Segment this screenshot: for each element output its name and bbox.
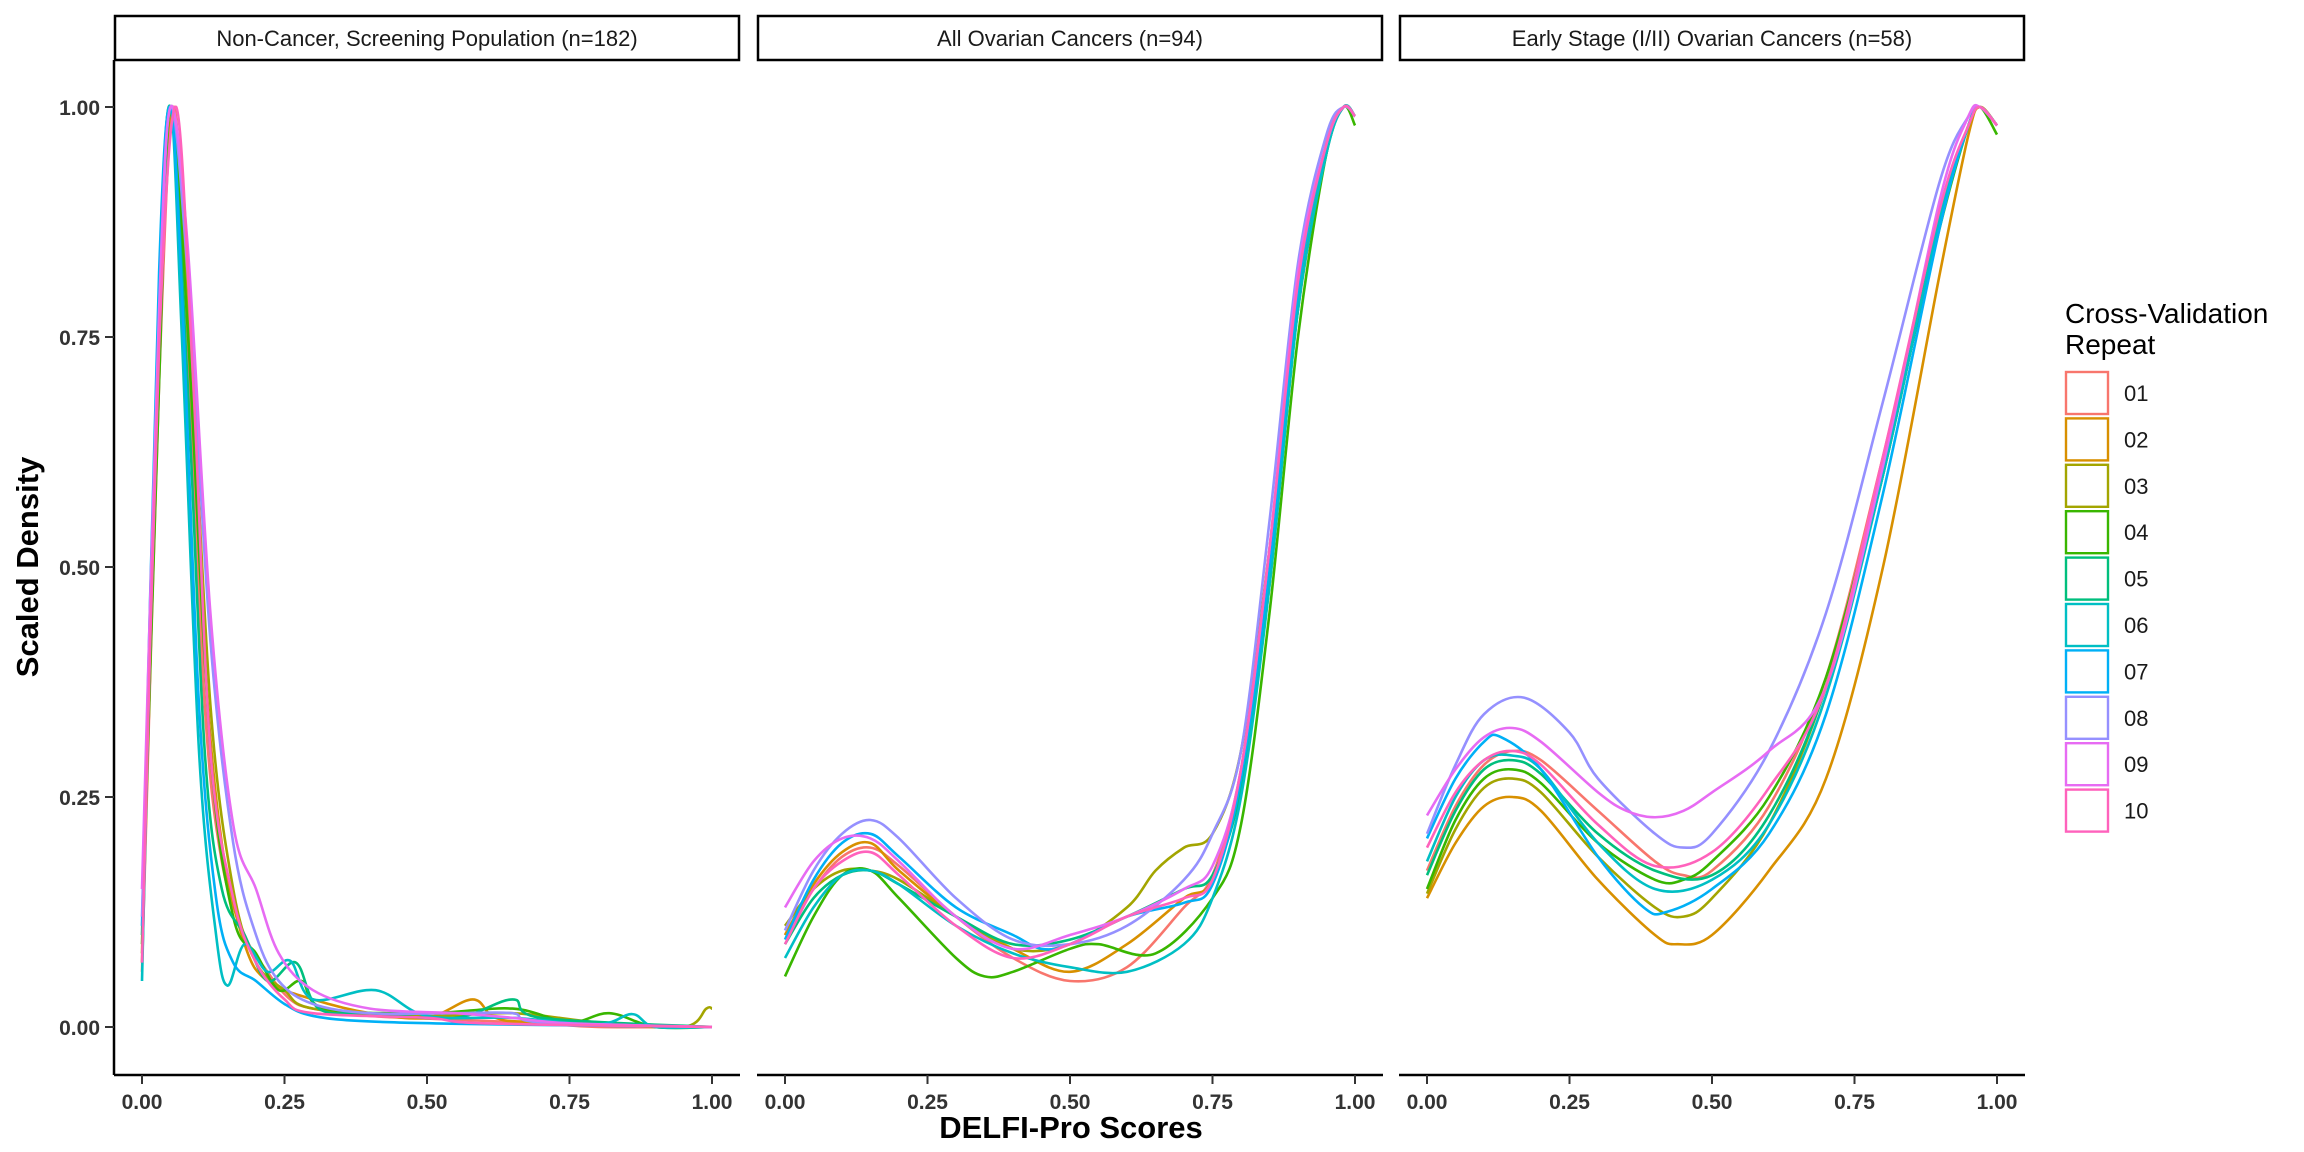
- density-line-series-06: [1425, 105, 1999, 893]
- legend-key: [2064, 417, 2110, 462]
- facet-strip-label: Early Stage (I/II) Ovarian Cancers (n=58…: [1512, 26, 1912, 51]
- density-line-series-10: [783, 104, 1356, 960]
- x-tick-label: 0.25: [1549, 1091, 1590, 1114]
- facet-panel-1: Non-Cancer, Screening Population (n=182)…: [113, 14, 741, 1114]
- density-line-series-08: [783, 105, 1356, 948]
- legend-label: 09: [2124, 752, 2148, 777]
- y-tick-label: 0.50: [59, 557, 100, 580]
- legend-label: 06: [2124, 613, 2148, 638]
- x-tick-label: 0.50: [1050, 1091, 1091, 1114]
- density-line-series-08: [1425, 104, 1998, 850]
- legend-key: [2064, 742, 2110, 787]
- facet-strip-label: All Ovarian Cancers (n=94): [937, 26, 1203, 51]
- legend-key: [2064, 788, 2110, 833]
- legend-key: [2064, 556, 2110, 601]
- legend-item-03: 03: [2064, 463, 2148, 508]
- x-tick-label: 1.00: [1335, 1091, 1376, 1114]
- legend-title: Repeat: [2065, 329, 2156, 360]
- legend-label: 03: [2124, 474, 2148, 499]
- y-tick-label: 0.00: [59, 1017, 100, 1040]
- x-tick-label: 0.50: [407, 1091, 448, 1114]
- density-line-series-09: [783, 104, 1356, 951]
- legend-key: [2064, 695, 2110, 740]
- legend-label: 10: [2124, 799, 2148, 824]
- x-tick-label: 0.75: [1834, 1091, 1875, 1114]
- legend-key: [2064, 510, 2110, 555]
- legend-label: 05: [2124, 567, 2148, 592]
- y-tick-label: 0.25: [59, 787, 100, 810]
- density-line-series-02: [1425, 105, 1999, 946]
- x-tick-label: 0.75: [1192, 1091, 1233, 1114]
- x-tick-label: 0.75: [549, 1091, 590, 1114]
- facet-panel-2: All Ovarian Cancers (n=94) 0.00 0.25 0.50 0.…: [756, 14, 1384, 1114]
- legend-item-09: 09: [2064, 742, 2148, 787]
- facet-panels: Non-Cancer, Screening Population (n=182)…: [113, 14, 2026, 1114]
- y-tick-label: 0.75: [59, 327, 100, 350]
- legend-item-05: 05: [2064, 556, 2148, 601]
- legend-key: [2064, 463, 2110, 508]
- legend-title: Cross-Validation: [2065, 298, 2268, 329]
- x-tick-label: 0.25: [907, 1091, 948, 1114]
- facet-strip: [113, 14, 741, 62]
- x-tick-label: 0.50: [1692, 1091, 1733, 1114]
- density-line-series-09: [140, 104, 713, 1029]
- facet-strip-label: Non-Cancer, Screening Population (n=182): [216, 26, 637, 51]
- legend-label: 01: [2124, 381, 2148, 406]
- density-line-series-06: [783, 104, 1357, 975]
- density-line-series-07: [1425, 105, 1999, 916]
- legend-label: 02: [2124, 427, 2148, 452]
- legend-item-02: 02: [2064, 417, 2148, 462]
- x-tick-label: 0.25: [264, 1091, 305, 1114]
- legend-label: 08: [2124, 706, 2148, 731]
- legend-label: 04: [2124, 520, 2148, 545]
- density-line-series-10: [1425, 105, 1999, 869]
- x-tick-label: 1.00: [1977, 1091, 2018, 1114]
- x-tick-label: 1.00: [692, 1091, 733, 1114]
- legend-key: [2064, 649, 2110, 694]
- legend-item-04: 04: [2064, 510, 2148, 555]
- density-line-series-10: [140, 105, 713, 1029]
- legend-label: 07: [2124, 659, 2148, 684]
- x-tick-label: 0.00: [765, 1091, 806, 1114]
- density-line-series-07: [140, 105, 713, 1029]
- y-tick-label: 1.00: [59, 97, 100, 120]
- x-tick-label: 0.00: [122, 1091, 163, 1114]
- legend-item-10: 10: [2064, 788, 2148, 833]
- facet-panel-3: Early Stage (I/II) Ovarian Cancers (n=58…: [1398, 14, 2026, 1114]
- legend-item-08: 08: [2064, 695, 2148, 740]
- legend-item-01: 01: [2064, 370, 2148, 416]
- x-axis-title: DELFI-Pro Scores: [939, 1110, 1203, 1145]
- legend-key: [2064, 370, 2110, 416]
- shared-axes: 0.00 0.25 0.50 0.75 1.00 DELFI-Pro Scores Scal…: [10, 60, 1203, 1145]
- legend-item-07: 07: [2064, 649, 2148, 694]
- y-axis-title: Scaled Density: [10, 456, 45, 677]
- x-tick-label: 0.00: [1407, 1091, 1448, 1114]
- facet-strip: [1398, 14, 2026, 62]
- facet-strip: [756, 14, 1384, 62]
- density-line-series-09: [1425, 103, 1998, 819]
- legend-item-06: 06: [2064, 602, 2148, 648]
- legend-key: [2064, 602, 2110, 648]
